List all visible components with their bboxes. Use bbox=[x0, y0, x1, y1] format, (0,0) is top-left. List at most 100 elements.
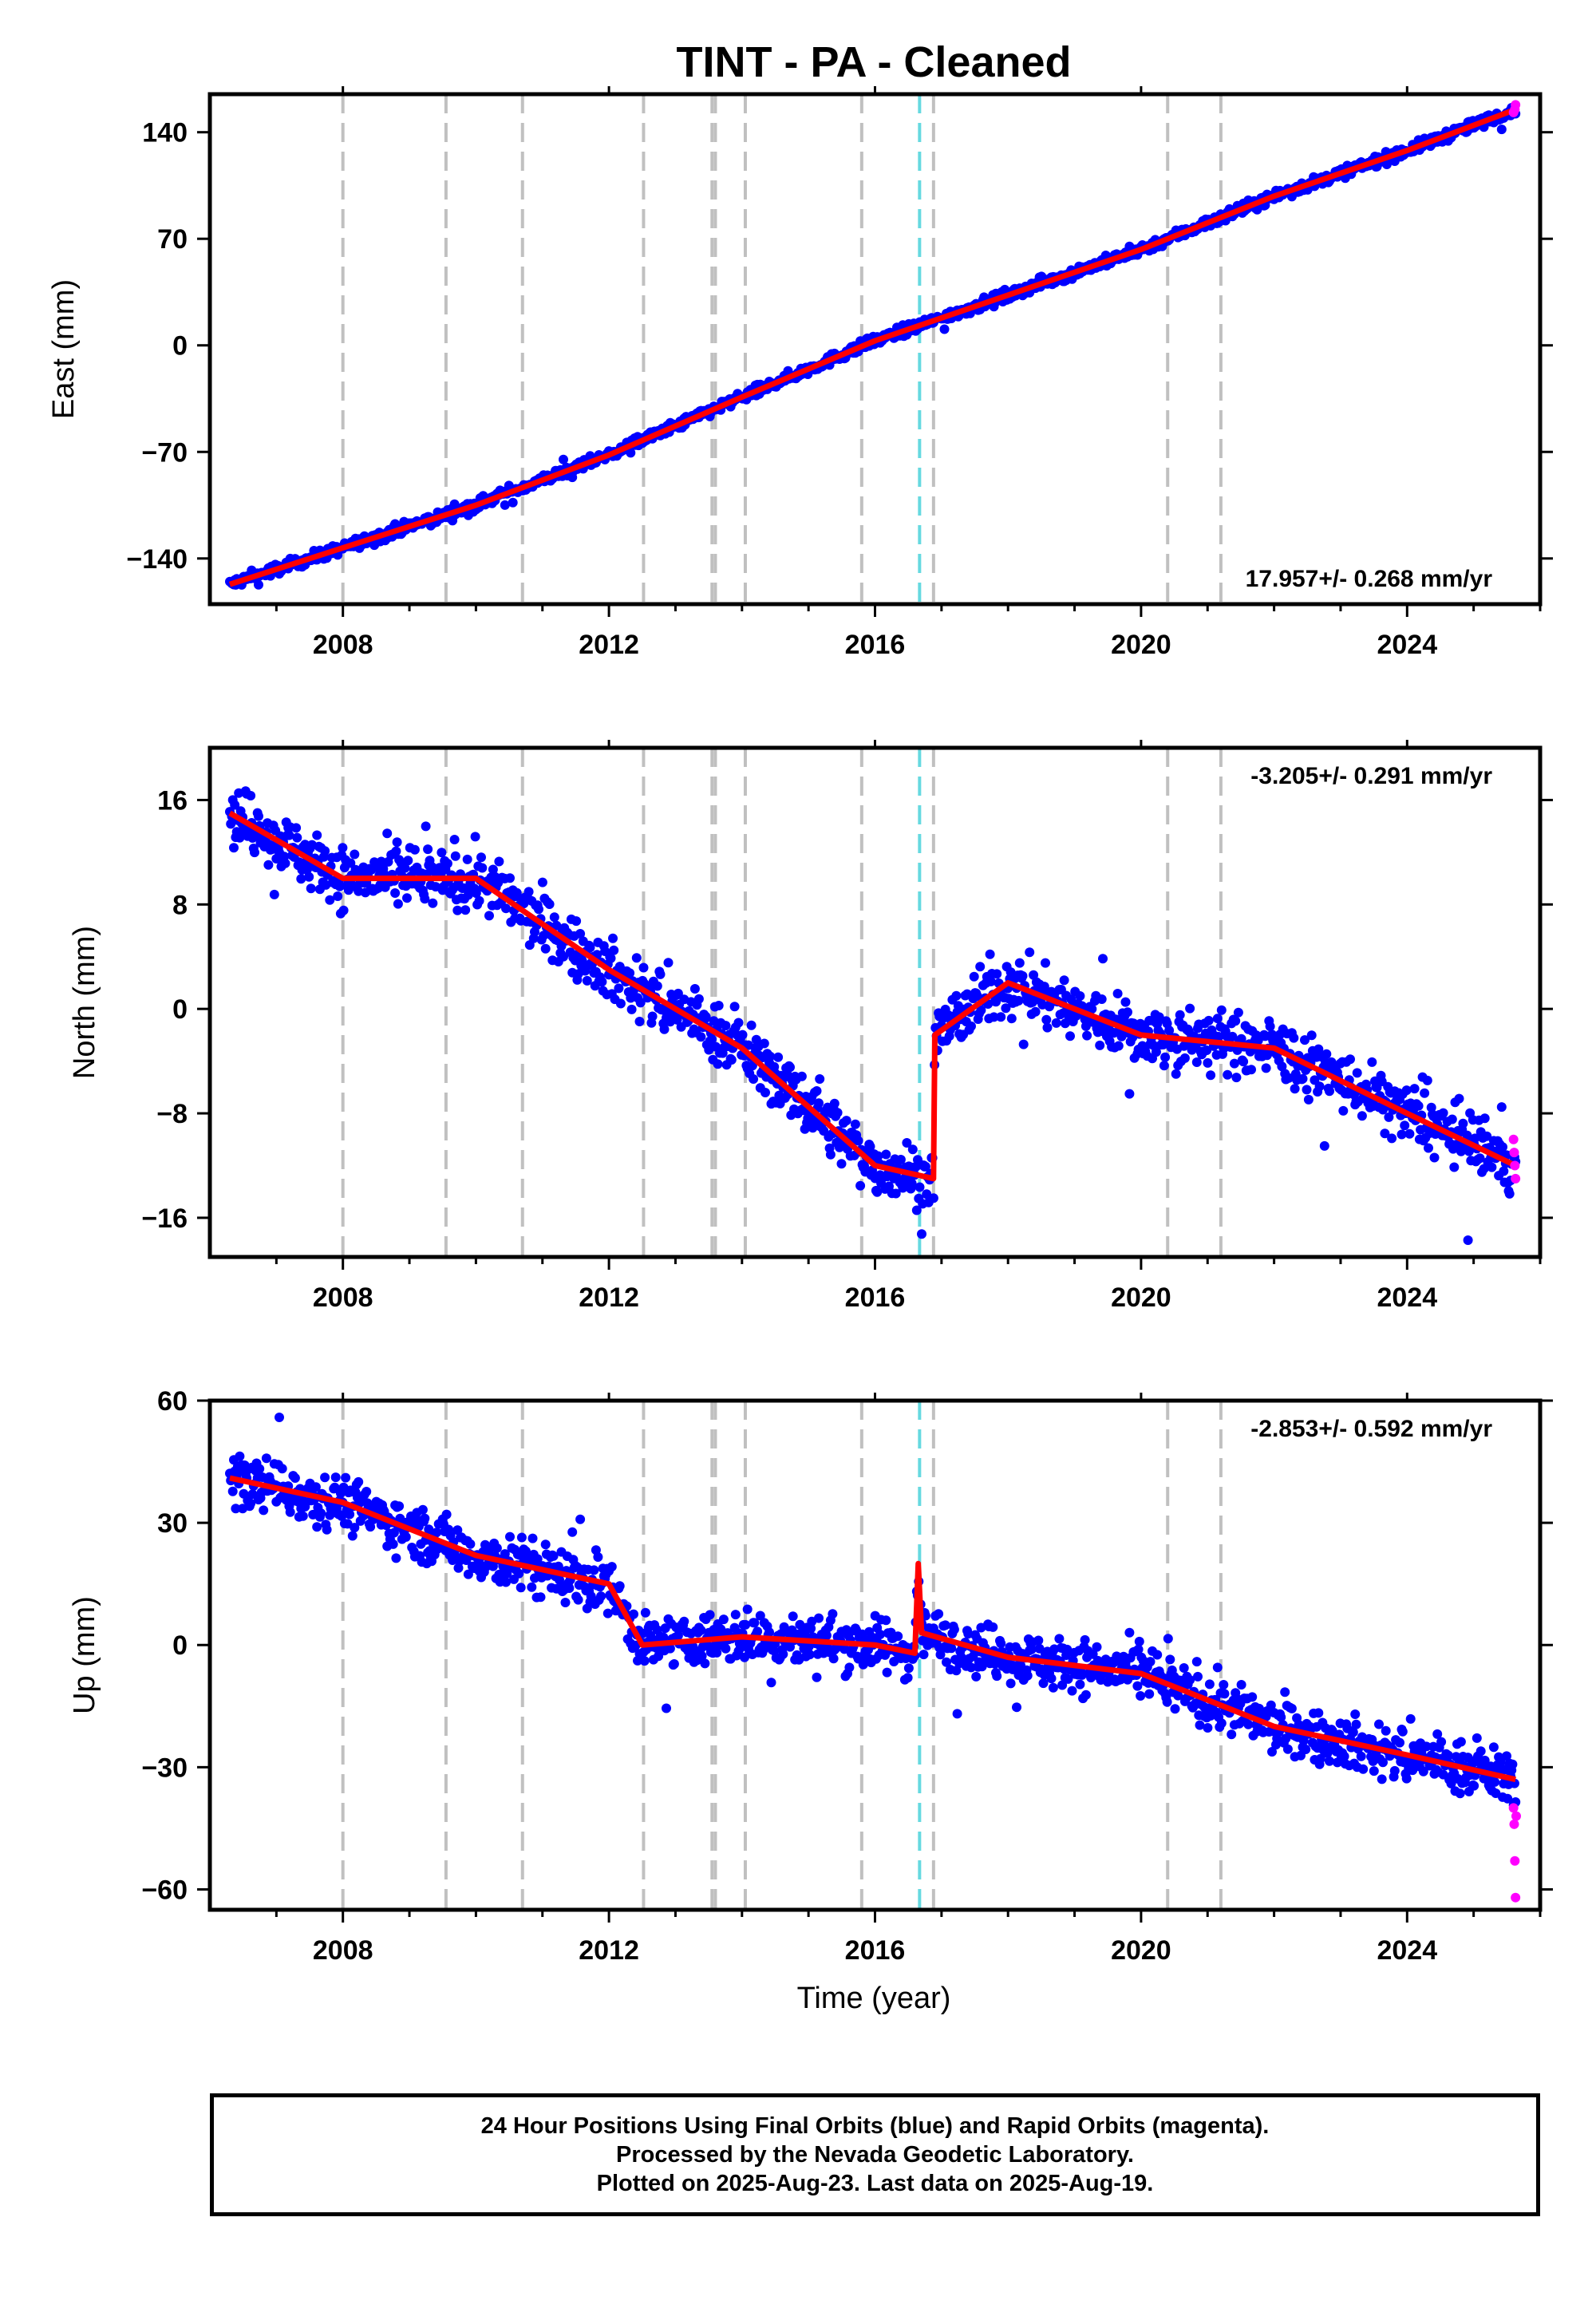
data-point bbox=[1075, 991, 1085, 1001]
data-point bbox=[338, 905, 349, 915]
data-point bbox=[1236, 1680, 1246, 1690]
y-tick-label: −8 bbox=[156, 1099, 188, 1129]
data-point bbox=[263, 860, 274, 870]
data-point bbox=[679, 1616, 689, 1626]
data-point bbox=[985, 949, 995, 959]
data-point bbox=[898, 1183, 908, 1193]
data-point bbox=[606, 953, 616, 963]
data-point bbox=[1112, 989, 1123, 998]
data-point bbox=[988, 1622, 998, 1632]
data-point bbox=[796, 1071, 807, 1081]
data-point bbox=[420, 1513, 430, 1524]
data-point bbox=[1087, 1004, 1097, 1014]
data-point bbox=[1216, 1718, 1227, 1729]
data-point bbox=[693, 994, 704, 1004]
model-curve bbox=[228, 106, 1517, 587]
data-point bbox=[403, 856, 413, 866]
data-point bbox=[1420, 1088, 1430, 1098]
data-point bbox=[1238, 1057, 1249, 1067]
data-point bbox=[586, 1591, 596, 1602]
data-point bbox=[1469, 1780, 1479, 1791]
data-point bbox=[320, 846, 330, 856]
data-point bbox=[539, 931, 549, 941]
data-point bbox=[442, 859, 452, 868]
data-point bbox=[785, 1062, 795, 1073]
rapid-orbit-point bbox=[1510, 1856, 1520, 1866]
y-axis-label: East (mm) bbox=[47, 279, 81, 419]
data-point bbox=[441, 1509, 452, 1520]
data-point bbox=[1098, 954, 1108, 964]
footer-box: 24 Hour Positions Using Final Orbits (bl… bbox=[210, 2093, 1540, 2216]
data-point bbox=[560, 1598, 571, 1607]
data-point bbox=[312, 830, 322, 840]
data-point bbox=[1006, 1014, 1017, 1024]
data-point bbox=[844, 1662, 855, 1673]
data-point bbox=[1280, 1687, 1290, 1697]
data-point bbox=[1193, 1671, 1203, 1682]
data-point bbox=[942, 1657, 951, 1667]
data-point bbox=[814, 1613, 824, 1623]
y-tick-label: 0 bbox=[172, 994, 188, 1025]
data-point bbox=[391, 1553, 401, 1563]
data-point bbox=[501, 903, 511, 914]
data-point bbox=[1475, 1153, 1485, 1164]
data-point bbox=[949, 1624, 959, 1634]
x-tick-label: 2008 bbox=[313, 630, 373, 660]
data-point bbox=[1191, 1657, 1202, 1667]
data-point bbox=[361, 1487, 372, 1496]
data-point bbox=[640, 1607, 650, 1618]
data-point bbox=[928, 1193, 938, 1203]
rapid-orbit-point bbox=[1509, 1148, 1519, 1158]
data-point bbox=[1315, 1753, 1325, 1764]
rapid-orbit-point bbox=[1509, 1819, 1519, 1829]
data-point bbox=[903, 1673, 913, 1683]
data-point bbox=[996, 1638, 1006, 1649]
data-point bbox=[696, 1032, 706, 1042]
data-point bbox=[449, 499, 460, 509]
data-point bbox=[1204, 1679, 1215, 1690]
data-point bbox=[354, 1476, 364, 1487]
data-point bbox=[1369, 1766, 1379, 1777]
data-point bbox=[596, 1591, 606, 1602]
rate-annotation: -2.853+/- 0.592 mm/yr bbox=[1250, 1416, 1492, 1442]
data-point bbox=[320, 1472, 330, 1483]
data-point bbox=[310, 1482, 321, 1492]
x-tick-label: 2020 bbox=[1111, 1935, 1171, 1966]
data-point bbox=[1381, 1725, 1391, 1736]
data-point bbox=[304, 871, 314, 882]
data-point bbox=[759, 1038, 769, 1049]
data-point bbox=[1219, 1689, 1230, 1699]
data-point bbox=[733, 1018, 744, 1028]
data-point bbox=[778, 1649, 788, 1659]
x-tick-label: 2024 bbox=[1377, 630, 1437, 660]
data-point bbox=[1321, 1049, 1332, 1059]
data-point bbox=[626, 448, 636, 458]
data-point bbox=[934, 1609, 944, 1619]
data-point bbox=[1203, 1723, 1213, 1733]
data-point bbox=[663, 958, 674, 968]
data-point bbox=[544, 899, 555, 909]
data-point bbox=[505, 1531, 515, 1542]
data-point bbox=[1022, 1670, 1033, 1681]
data-point bbox=[334, 881, 345, 891]
data-point bbox=[1067, 1686, 1077, 1696]
data-point bbox=[1075, 1679, 1085, 1690]
data-point bbox=[832, 1108, 843, 1118]
data-point bbox=[1231, 1073, 1242, 1083]
data-point bbox=[290, 1473, 300, 1483]
data-point bbox=[516, 1532, 527, 1543]
data-point bbox=[280, 858, 290, 868]
data-point bbox=[606, 1562, 617, 1572]
data-point bbox=[582, 975, 592, 986]
data-point bbox=[976, 1005, 986, 1015]
data-point bbox=[1351, 1719, 1361, 1729]
data-point bbox=[1042, 1022, 1053, 1033]
data-point bbox=[673, 1630, 683, 1641]
data-point bbox=[1001, 1003, 1011, 1014]
data-point bbox=[392, 837, 402, 848]
data-point bbox=[804, 1650, 815, 1660]
data-point bbox=[559, 951, 568, 962]
data-point bbox=[1223, 1069, 1233, 1080]
data-point bbox=[1502, 1751, 1511, 1761]
data-point bbox=[625, 968, 635, 978]
